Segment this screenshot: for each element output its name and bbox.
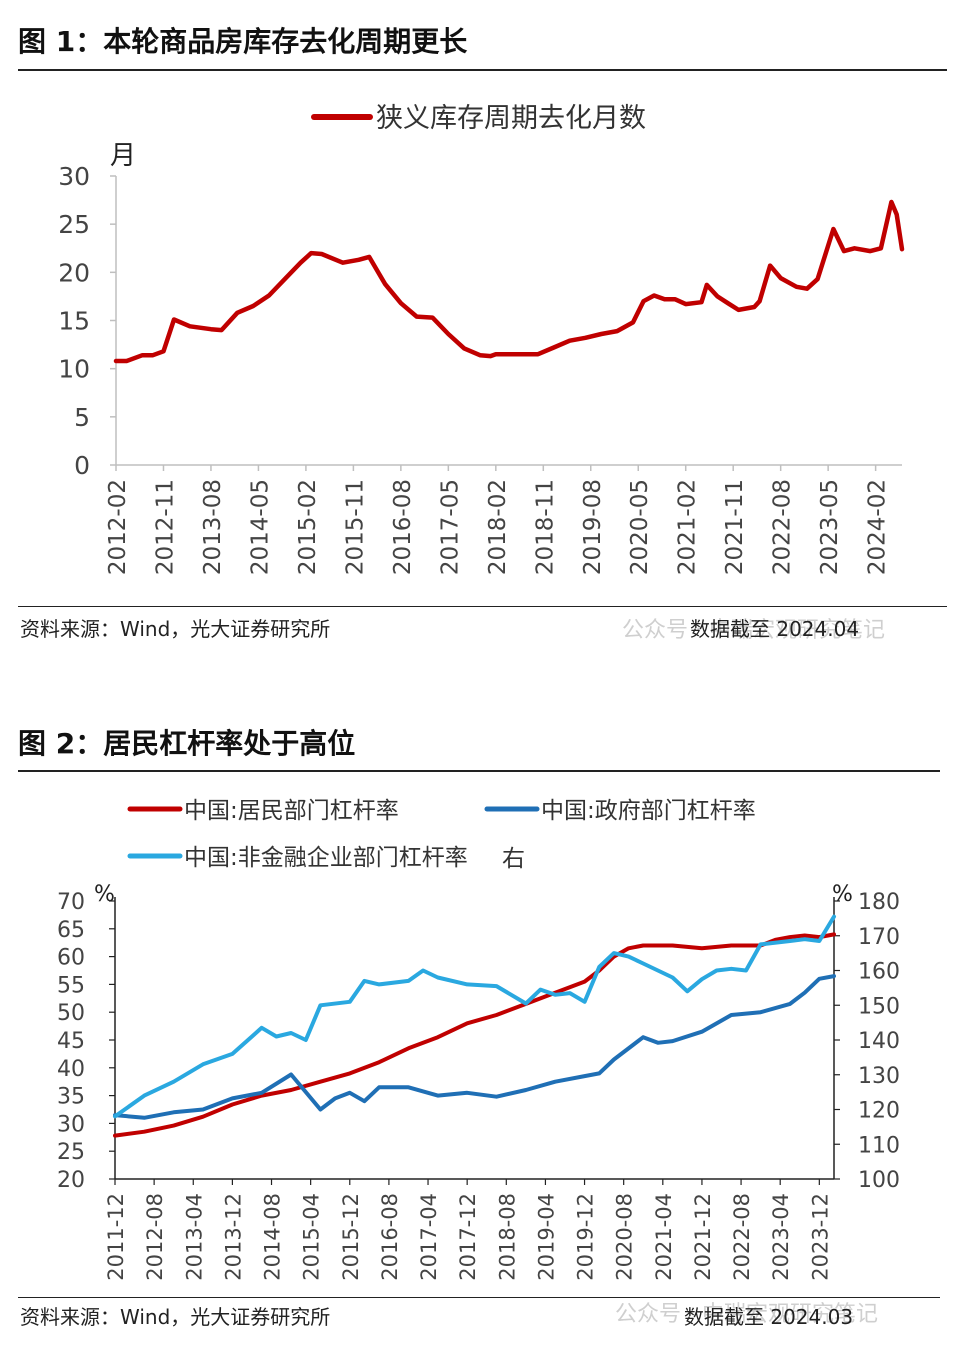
chart2-x-tick-label: 2013-12 — [221, 1193, 245, 1281]
chart1-x-tick-label: 2021-11 — [722, 479, 748, 575]
chart1-y-tick-label: 20 — [58, 258, 90, 287]
chart1-x-tick-label: 2012-02 — [105, 479, 131, 575]
chart1-series-line — [113, 199, 905, 364]
chart2-left-tick-label: 25 — [57, 1140, 85, 1165]
chart1-legend-label: 狭义库存周期去化月数 — [376, 103, 646, 134]
chart2-series-line — [113, 974, 836, 1120]
chart2-x-tick-label: 2021-12 — [691, 1193, 715, 1281]
chart1-x-tick-label: 2015-11 — [342, 479, 368, 575]
chart1-x-tick-label: 2018-02 — [485, 479, 511, 575]
chart2-left-tick-label: 35 — [57, 1085, 85, 1110]
figure2-top-rule — [18, 770, 940, 772]
chart1-y-tick-label: 10 — [58, 355, 90, 384]
figure1-source: 资料来源：Wind，光大证券研究所 — [20, 617, 331, 641]
chart2-left-tick-label: 45 — [57, 1029, 85, 1054]
chart2-left-unit: % — [94, 882, 115, 907]
chart2-legend-note: 右 — [502, 846, 525, 872]
chart2-x-tick-label: 2017-04 — [417, 1193, 441, 1281]
figure1-watermark: 公众号 · 中瑞宏观研究笔记 — [622, 618, 885, 643]
chart1-y-tick-label: 5 — [74, 403, 90, 432]
chart1-x-tick-label: 2014-05 — [247, 479, 273, 575]
figure2-watermark: 公众号 · 中瑞宏观研究笔记 — [615, 1302, 878, 1327]
chart2-right-tick-label: 160 — [858, 960, 900, 985]
chart1-y-unit: 月 — [110, 141, 136, 171]
chart2-x-tick-label: 2022-08 — [730, 1193, 754, 1281]
chart2-right-tick-label: 120 — [858, 1099, 900, 1124]
chart2-legend-label: 中国:居民部门杠杆率 — [184, 798, 399, 824]
chart2-left-tick-label: 60 — [57, 946, 85, 971]
chart1-x-tick-label: 2012-11 — [152, 479, 178, 575]
chart2-x-tick-label: 2013-04 — [182, 1193, 206, 1281]
chart1-y-tick-label: 0 — [74, 451, 90, 480]
chart2-x-tick-label: 2011-12 — [104, 1193, 128, 1281]
chart1-y-tick-label: 15 — [58, 307, 90, 336]
chart1-y-tick-label: 25 — [58, 210, 90, 239]
chart2-x-tick-label: 2023-04 — [769, 1193, 793, 1281]
chart2-x-tick-label: 2015-04 — [300, 1193, 324, 1281]
chart2-x-tick-label: 2020-08 — [613, 1193, 637, 1281]
chart2-right-tick-label: 150 — [858, 994, 900, 1019]
chart2-right-tick-label: 100 — [858, 1168, 900, 1193]
chart2-right-tick-label: 130 — [858, 1064, 900, 1089]
chart2-right-unit: % — [832, 882, 853, 907]
chart1-x-tick-label: 2023-05 — [817, 479, 843, 575]
chart2-left-tick-label: 20 — [57, 1168, 85, 1193]
chart2-left-tick-label: 50 — [57, 1001, 85, 1026]
chart1-x-tick-label: 2017-05 — [437, 479, 463, 575]
figure1-bottom-rule — [18, 606, 947, 607]
chart2-legend-label: 中国:非金融企业部门杠杆率 — [184, 845, 468, 871]
chart2-left-tick-label: 30 — [57, 1112, 85, 1137]
chart1-x-tick-label: 2020-05 — [627, 479, 653, 575]
figure1-title: 图 1：本轮商品房库存去化周期更长 — [18, 25, 468, 58]
chart2-right-tick-label: 110 — [858, 1133, 900, 1158]
chart2-right-tick-label: 170 — [858, 925, 900, 950]
figure2-title: 图 2：居民杠杆率处于高位 — [18, 727, 356, 760]
chart2-series-line — [113, 932, 836, 1138]
chart2-x-tick-label: 2021-04 — [652, 1193, 676, 1281]
chart2-right-tick-label: 180 — [858, 890, 900, 915]
chart2-x-tick-label: 2017-12 — [456, 1193, 480, 1281]
chart1-x-tick-label: 2019-08 — [580, 479, 606, 575]
chart2-x-tick-label: 2018-08 — [495, 1193, 519, 1281]
chart2-x-tick-label: 2012-08 — [143, 1193, 167, 1281]
chart2-x-tick-label: 2019-04 — [534, 1193, 558, 1281]
chart2-series-line — [113, 914, 836, 1119]
chart2-x-tick-label: 2019-12 — [574, 1193, 598, 1281]
figure1-cutoff: 数据截至 2024.04 — [690, 617, 860, 641]
figure2-cutoff: 数据截至 2024.03 — [684, 1305, 854, 1329]
chart2-x-tick-label: 2016-08 — [378, 1193, 402, 1281]
chart2-x-tick-label: 2014-08 — [261, 1193, 285, 1281]
chart1-x-tick-label: 2024-02 — [865, 479, 891, 575]
figure1-top-rule — [18, 69, 947, 71]
chart1-x-tick-label: 2021-02 — [675, 479, 701, 575]
chart2-left-tick-label: 40 — [57, 1057, 85, 1082]
chart2-legend-label: 中国:政府部门杠杆率 — [541, 798, 756, 824]
chart1-x-tick-label: 2013-08 — [200, 479, 226, 575]
chart2-left-tick-label: 55 — [57, 973, 85, 998]
chart2-left-tick-label: 70 — [57, 890, 85, 915]
chart2-right-tick-label: 140 — [858, 1029, 900, 1054]
chart1-x-tick-label: 2018-11 — [532, 479, 558, 575]
figure2-source: 资料来源：Wind，光大证券研究所 — [20, 1305, 331, 1329]
chart2-left-tick-label: 65 — [57, 918, 85, 943]
figure2-bottom-rule — [18, 1297, 940, 1298]
chart1-x-tick-label: 2015-02 — [295, 479, 321, 575]
chart2-x-tick-label: 2015-12 — [339, 1193, 363, 1281]
chart1-x-tick-label: 2022-08 — [770, 479, 796, 575]
chart1-y-tick-label: 30 — [58, 162, 90, 191]
chart1-x-tick-label: 2016-08 — [390, 479, 416, 575]
chart1: 0 5 10 15 20 25 30 月 2012-02 2012-11 2013-08 2014-0… — [58, 103, 905, 575]
chart2-x-tick-label: 2023-12 — [808, 1193, 832, 1281]
